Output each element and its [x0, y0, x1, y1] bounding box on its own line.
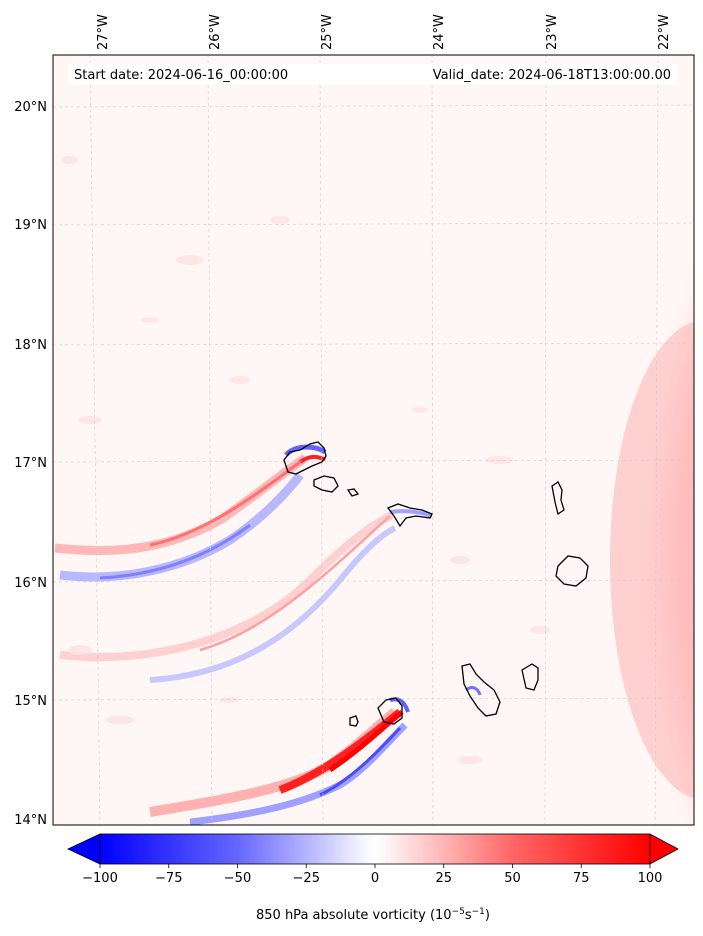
- colorbar-extend-min: [67, 833, 101, 865]
- colorbar-tick-label: 25: [435, 871, 452, 886]
- map-frame: [52, 54, 695, 826]
- island-santiago: [461, 663, 501, 717]
- coastlines: [283, 441, 589, 727]
- island-santo-antao: [283, 441, 327, 475]
- noise-speckles: [62, 156, 550, 764]
- colorbar-body: [99, 833, 651, 865]
- colorbar-tick-label: 0: [371, 871, 379, 886]
- graticule: [53, 55, 694, 825]
- colorbar-tick-label: −75: [155, 871, 182, 886]
- lat-tick-label: 17°N: [14, 456, 47, 471]
- lat-tick-label: 14°N: [14, 813, 47, 828]
- island-sao-vicente: [313, 475, 339, 493]
- island-boa-vista: [555, 555, 589, 587]
- colorbar-tick-label: −100: [82, 871, 118, 886]
- info-banner: [68, 63, 678, 85]
- colorbar-tick-label: −25: [293, 871, 320, 886]
- colorbar-extend-max: [649, 833, 679, 865]
- colorbar-label: 850 hPa absolute vorticity (10−5s−1): [256, 907, 490, 923]
- island-fogo: [377, 697, 403, 725]
- lon-tick-label: 25°W: [320, 14, 335, 50]
- start-date-label: Start date: 2024-06-16_00:00:00: [74, 68, 288, 83]
- colorbar-tick-label: 50: [504, 871, 521, 886]
- lat-tick-labels: 20°N 19°N 18°N 17°N 16°N 15°N 14°N: [14, 100, 47, 828]
- island-sal: [551, 481, 565, 516]
- field-layer: [54, 156, 694, 825]
- valid-date-label: Valid_date: 2024-06-18T13:00:00.00: [433, 68, 671, 83]
- lon-tick-label: 24°W: [432, 14, 447, 50]
- lon-tick-label: 26°W: [208, 14, 223, 50]
- lat-tick-label: 18°N: [14, 338, 47, 353]
- lat-tick-label: 16°N: [14, 576, 47, 591]
- lat-tick-label: 20°N: [14, 100, 47, 115]
- island-santa-luzia: [346, 488, 360, 497]
- colorbar-ticks: [99, 864, 651, 868]
- lon-tick-label: 27°W: [96, 14, 111, 50]
- lat-tick-label: 15°N: [14, 694, 47, 709]
- lon-tick-label: 23°W: [545, 14, 560, 50]
- colorbar-tick-label: 100: [638, 871, 663, 886]
- wake-streak-middle-positive: [59, 511, 394, 662]
- island-brava: [349, 715, 359, 727]
- island-sao-nicolau: [386, 503, 433, 528]
- lon-tick-label: 22°W: [657, 14, 672, 50]
- lon-tick-labels: 27°W 26°W 25°W 24°W 23°W 22°W: [96, 14, 672, 50]
- wake-streak-middle-negative: [149, 525, 397, 683]
- island-maio: [521, 663, 539, 691]
- colorbar: −100 −75 −50 −25 0 25 50 75 100 850 hPa …: [67, 833, 679, 923]
- lat-tick-label: 19°N: [14, 218, 47, 233]
- colorbar-tick-label: 75: [573, 871, 590, 886]
- colorbar-tick-label: −50: [224, 871, 251, 886]
